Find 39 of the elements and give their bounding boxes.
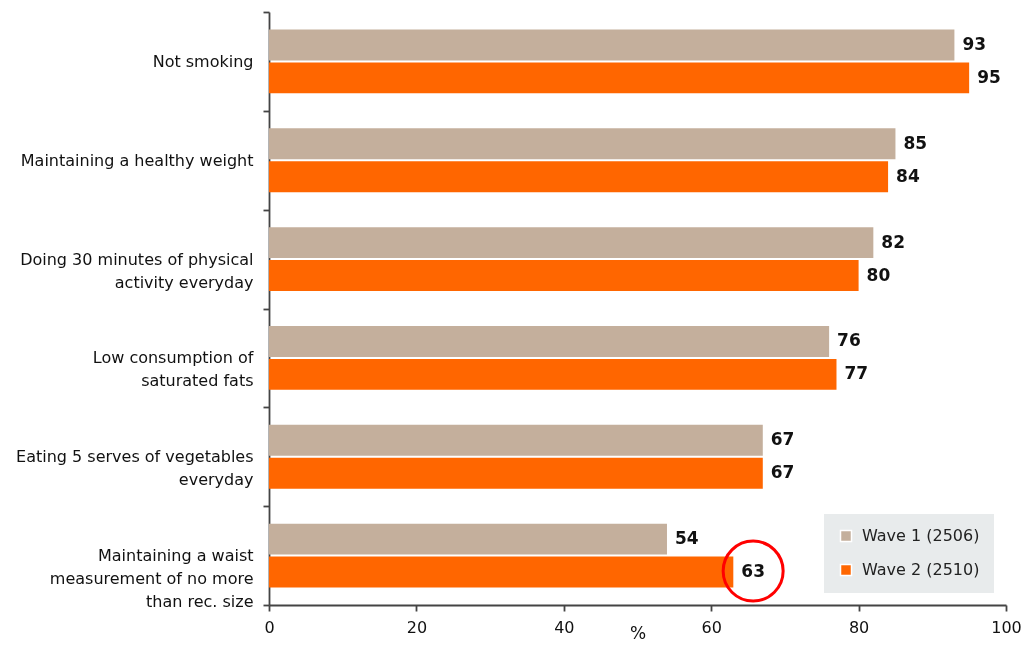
data-label: 63 <box>741 561 765 582</box>
data-label: 84 <box>896 165 920 186</box>
bar <box>269 227 874 259</box>
y-tick-label: Maintaining a healthy weight <box>20 150 254 170</box>
bar <box>269 325 830 357</box>
data-label: 93 <box>962 33 987 54</box>
data-label: 95 <box>977 66 1001 87</box>
data-label: 85 <box>903 132 928 153</box>
bar <box>269 424 763 456</box>
data-label: 80 <box>866 264 891 285</box>
bar <box>269 128 896 160</box>
data-label: 76 <box>837 330 861 351</box>
x-tick-label: 80 <box>848 617 870 637</box>
data-label: 67 <box>770 462 795 483</box>
x-tick-label: 100 <box>991 617 1022 637</box>
x-axis-title: % <box>629 622 647 643</box>
x-tick-label: 60 <box>701 617 722 637</box>
data-label: 77 <box>844 363 869 384</box>
bar <box>269 260 859 292</box>
data-label: 67 <box>770 429 795 450</box>
x-tick-label: 0 <box>264 617 275 637</box>
legend-label: Wave 1 (2506) <box>862 526 980 545</box>
bar <box>269 523 667 555</box>
y-tick-label: Eating 5 serves of vegetables everyday <box>16 447 254 490</box>
x-tick-label: 20 <box>406 617 428 637</box>
data-label: 82 <box>881 231 906 252</box>
legend-label: Wave 2 (2510) <box>862 560 980 579</box>
y-tick-label: Low consumption of saturated fats <box>92 348 254 391</box>
bar <box>269 161 889 193</box>
y-tick-label: Maintaining a waist measurement of no more than rec. size <box>49 546 254 612</box>
bar <box>269 29 955 61</box>
bar <box>269 62 970 94</box>
y-tick-label: Doing 30 minutes of physical activity everyday <box>20 249 254 292</box>
y-tick-label: Not smoking <box>152 51 254 71</box>
bar <box>269 556 734 588</box>
bar <box>269 358 837 390</box>
data-label: 54 <box>674 528 699 549</box>
x-tick-label: 40 <box>554 617 575 637</box>
bar <box>269 457 763 489</box>
